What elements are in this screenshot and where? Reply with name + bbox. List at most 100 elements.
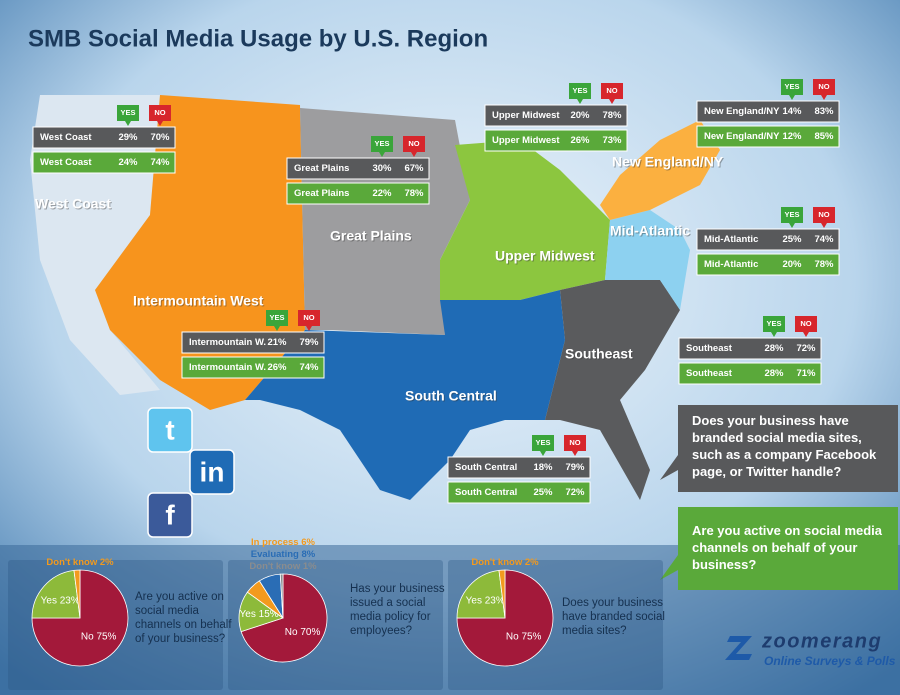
pie-label-category: Yes — [466, 595, 482, 606]
row-label: West Coast — [40, 132, 92, 143]
pie-label: Don't know 2% — [471, 557, 539, 568]
row-no: 74% — [299, 362, 319, 373]
row-no: 73% — [602, 135, 622, 146]
row-label: New England/NY — [704, 106, 780, 117]
map-label: South Central — [406, 389, 498, 405]
table-row — [32, 126, 176, 149]
question-box-green — [660, 507, 898, 590]
pie-label-value: 2% — [525, 557, 539, 568]
social-icon-glyph: f — [165, 499, 175, 530]
table-row — [678, 362, 822, 385]
table-row — [447, 481, 591, 504]
row-label: Southeast — [686, 368, 733, 379]
pie-label: No 70% — [285, 627, 321, 638]
table-row — [696, 228, 840, 251]
pie-label-value: 2% — [100, 557, 114, 568]
row-label: Intermountain W. — [189, 362, 266, 373]
pie-label-category: Don't know — [249, 561, 300, 572]
tag-yes — [781, 207, 803, 228]
row-yes: 20% — [570, 110, 590, 121]
row-yes: 26% — [267, 362, 287, 373]
pie-label-category: Don't know — [46, 557, 97, 568]
tag-no — [813, 207, 835, 228]
tag-label: NO — [303, 313, 314, 322]
row-no: 79% — [299, 337, 319, 348]
row-label: Southeast — [686, 343, 733, 354]
title: SMB Social Media Usage by U.S. Region — [28, 25, 488, 52]
pie-label: Yes 15% — [240, 609, 279, 620]
social-icon-glyph: t — [165, 414, 174, 445]
social-icon — [147, 492, 193, 538]
pie-label-value: 6% — [301, 537, 315, 548]
tag-label: YES — [120, 108, 135, 117]
pie-slice — [456, 569, 506, 619]
pie-label: In process 6% — [251, 537, 315, 548]
pie-label-value: 1% — [303, 561, 317, 572]
row-yes: 22% — [372, 188, 392, 199]
tag-yes — [266, 310, 288, 331]
pie-slice — [240, 573, 328, 663]
table-row — [181, 356, 325, 379]
row-yes: 29% — [118, 132, 138, 143]
row-yes: 26% — [570, 135, 590, 146]
row-yes: 14% — [782, 106, 802, 117]
region-table: YES NO Southeast 28% 72% Southeast 28% 71% — [678, 316, 822, 385]
row-no: 74% — [150, 157, 170, 168]
pie-label-value: 70% — [300, 627, 320, 638]
tag-yes — [532, 435, 554, 456]
region-southeast — [545, 280, 680, 500]
pie-slice — [456, 569, 554, 667]
region-intermountain — [95, 95, 305, 410]
pie-label: Don't know 1% — [249, 561, 317, 572]
tag-no — [795, 316, 817, 337]
tag-label: NO — [606, 86, 617, 95]
row-no: 72% — [796, 343, 816, 354]
map-label: Great Plains — [331, 229, 413, 245]
map-label: New England/NY — [612, 154, 724, 170]
table-row — [696, 125, 840, 148]
map-label: West Coast — [35, 196, 111, 212]
pie-label-category: Don't know — [471, 557, 522, 568]
row-yes: 25% — [782, 234, 802, 245]
social-icon-glyph: in — [200, 456, 225, 487]
pie-slice — [498, 569, 506, 619]
map-label: West Coast — [36, 197, 112, 213]
row-yes: 25% — [533, 487, 553, 498]
map-label: Southeast — [565, 346, 633, 362]
tag-label: YES — [535, 438, 550, 447]
row-label: Mid-Atlantic — [704, 234, 758, 245]
region-table: YES NO Great Plains 30% 67% Great Plains 22% 78… — [286, 136, 430, 205]
row-no: 78% — [814, 259, 834, 270]
row-label: New England/NY — [704, 131, 780, 142]
row-no: 67% — [404, 163, 424, 174]
tag-yes — [371, 136, 393, 157]
row-no: 78% — [602, 110, 622, 121]
pie-label-category: Yes — [41, 595, 57, 606]
tag-no — [601, 83, 623, 104]
tag-yes — [763, 316, 785, 337]
row-label: Upper Midwest — [492, 135, 560, 146]
table-row — [678, 337, 822, 360]
pie-label-category: In process — [251, 537, 299, 548]
tag-yes — [569, 83, 591, 104]
row-no: 71% — [796, 368, 816, 379]
table-row — [696, 100, 840, 123]
pie-question: Does your business have branded social m… — [562, 597, 665, 637]
pie-question: Are you active on social media channels … — [135, 591, 232, 645]
pie-label-category: Yes — [240, 609, 256, 620]
logo-name: zoomerang — [761, 630, 882, 652]
pie-label-category: No — [285, 627, 298, 638]
row-yes: 12% — [782, 131, 802, 142]
pie-label-value: 23% — [60, 595, 80, 606]
tag-no — [298, 310, 320, 331]
row-no: 83% — [814, 106, 834, 117]
table-row — [484, 129, 628, 152]
logo-z — [725, 636, 752, 660]
tag-label: NO — [154, 108, 165, 117]
row-yes: 24% — [118, 157, 138, 168]
tag-label: NO — [818, 210, 829, 219]
